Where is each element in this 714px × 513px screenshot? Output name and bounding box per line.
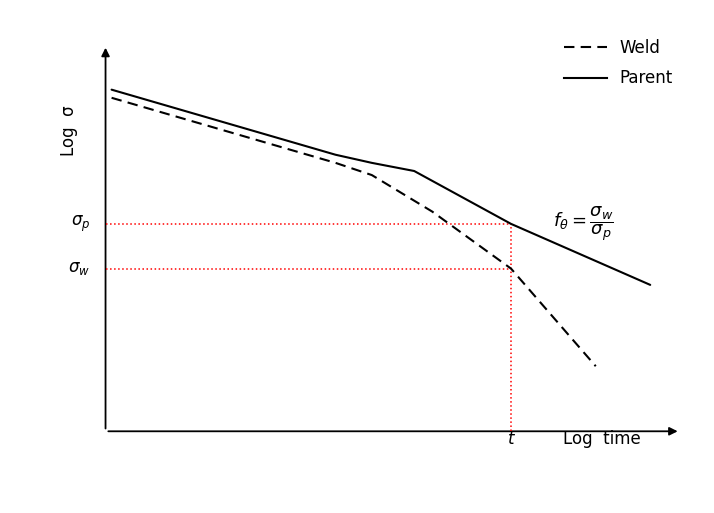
Text: Log  time: Log time	[563, 429, 640, 447]
Text: $\sigma_w$: $\sigma_w$	[69, 260, 91, 277]
Text: $f_\theta = \dfrac{\sigma_w}{\sigma_p}$: $f_\theta = \dfrac{\sigma_w}{\sigma_p}$	[553, 205, 614, 243]
Text: $\sigma_p$: $\sigma_p$	[71, 214, 91, 234]
Legend: Weld, Parent: Weld, Parent	[558, 33, 678, 93]
Text: $t$: $t$	[506, 430, 516, 447]
Text: Log  σ: Log σ	[60, 105, 79, 155]
